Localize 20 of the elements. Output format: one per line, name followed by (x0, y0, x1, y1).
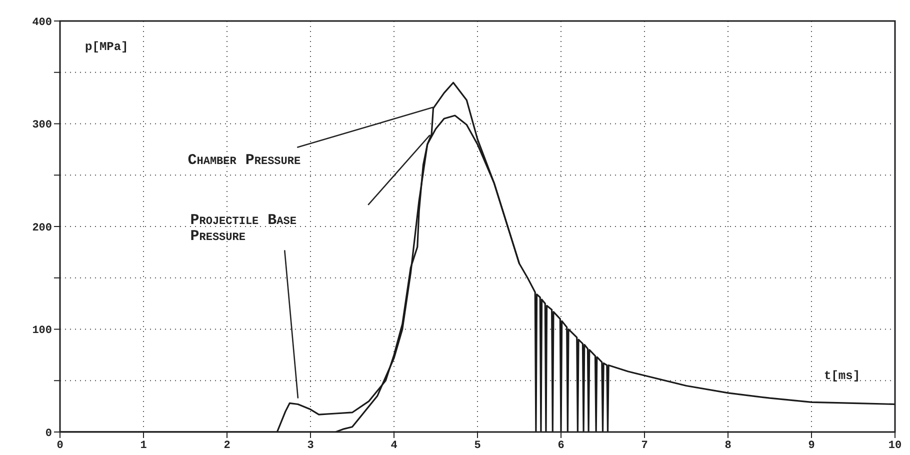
y-tick-label: 300 (32, 120, 52, 132)
x-axis-title: t[ms] (824, 368, 860, 384)
annotation: Projectile Base Pressure (190, 212, 298, 246)
x-tick-label: 2 (224, 440, 230, 452)
y-tick-label: 100 (32, 325, 52, 338)
x-tick-label: 1 (140, 440, 148, 452)
annotation: Chamber Pressure (188, 152, 301, 169)
x-tick-label: 4 (390, 440, 398, 452)
y-tick-label: 400 (32, 16, 52, 29)
x-tick-label: 9 (808, 440, 815, 452)
x-tick-label: 10 (888, 440, 902, 452)
x-tick-label: 3 (307, 440, 314, 452)
x-tick-label: 7 (641, 440, 648, 452)
x-tick-label: 5 (474, 440, 482, 452)
y-tick-label: 200 (32, 222, 52, 234)
y-axis-title: p[MPa] (85, 39, 128, 55)
x-tick-label: 6 (558, 440, 564, 452)
x-tick-label: 8 (724, 440, 732, 452)
y-tick-label: 0 (45, 428, 52, 440)
x-tick-label: 0 (56, 440, 64, 452)
